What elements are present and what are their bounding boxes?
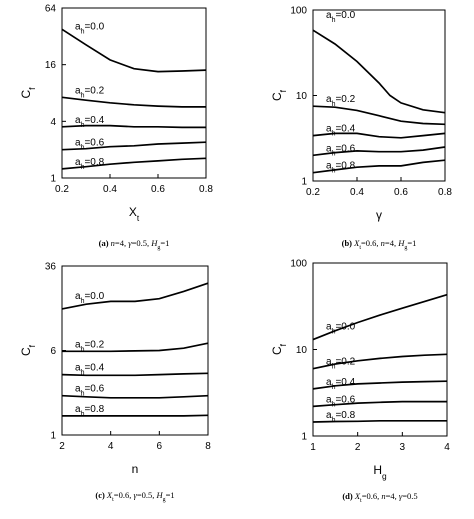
x-tick-label: 1 xyxy=(310,442,316,453)
x-tick-label: 0.4 xyxy=(103,184,117,195)
series-label-ah=0.4: ah=0.4 xyxy=(75,363,105,377)
y-tick-label: 1 xyxy=(301,432,307,443)
series-label-ah=0.4: ah=0.4 xyxy=(75,115,105,129)
panel-caption: (b) Xt=0.6, n=4, Hg=1 xyxy=(342,238,417,251)
x-tick-label: 0.8 xyxy=(438,187,452,198)
series-label-ah=0.0: ah=0.0 xyxy=(326,322,356,336)
series-line-ah=0.6 xyxy=(312,400,447,408)
y-tick-label: 10 xyxy=(296,345,308,356)
series-line-ah=0.8 xyxy=(312,159,446,174)
x-axis-title: Xt xyxy=(129,205,140,223)
series-line-ah=0.0 xyxy=(61,282,209,310)
series-line-ah=0.4 xyxy=(312,132,446,139)
series-label-ah=0.8: ah=0.8 xyxy=(326,410,356,424)
series-line-ah=0.2 xyxy=(312,105,446,126)
x-axis-title: Hg xyxy=(373,463,387,481)
series-line-ah=0.2 xyxy=(312,353,448,370)
y-tick-label: 64 xyxy=(45,4,57,15)
y-axis-title: Cf xyxy=(270,343,288,355)
panel-caption: (d) Xt=0.6, n=4, γ=0.5 xyxy=(342,491,417,504)
series-line-ah=0.4 xyxy=(61,372,209,377)
y-tick-label: 4 xyxy=(50,117,56,128)
y-tick-label: 1 xyxy=(50,174,56,185)
x-tick-label: 8 xyxy=(205,441,211,452)
x-tick-label: 0.2 xyxy=(306,187,320,198)
series-label-ah=0.6: ah=0.6 xyxy=(75,138,105,152)
x-tick-label: 0.4 xyxy=(350,187,364,198)
series-label-ah=0.0: ah=0.0 xyxy=(75,291,105,305)
series-line-ah=0.4 xyxy=(312,380,448,390)
series-line-ah=0.0 xyxy=(312,293,448,341)
y-axis-title: Cf xyxy=(19,344,37,356)
series-line-ah=0.6 xyxy=(312,146,446,157)
y-tick-label: 100 xyxy=(290,6,307,17)
series-label-ah=0.6: ah=0.6 xyxy=(326,394,356,408)
series-line-ah=0.8 xyxy=(61,157,207,170)
series-label-ah=0.8: ah=0.8 xyxy=(75,404,105,418)
panel-caption: (a) n=4, γ=0.5, Hg=1 xyxy=(99,238,170,251)
y-tick-label: 16 xyxy=(45,60,57,71)
series-label-ah=0.8: ah=0.8 xyxy=(75,157,105,171)
series-label-ah=0.2: ah=0.2 xyxy=(75,339,105,353)
y-tick-label: 10 xyxy=(296,91,308,102)
series-line-ah=0.6 xyxy=(61,394,209,399)
series-line-ah=0.2 xyxy=(62,342,209,353)
x-tick-label: 0.6 xyxy=(151,184,165,195)
plot-frame xyxy=(312,262,448,437)
x-tick-label: 4 xyxy=(444,442,450,453)
series-label-ah=0.2: ah=0.2 xyxy=(326,94,356,108)
y-tick-label: 6 xyxy=(50,346,56,357)
series-label-ah=0.2: ah=0.2 xyxy=(326,357,356,371)
x-axis-title: n xyxy=(132,462,139,476)
series-line-ah=0.8 xyxy=(312,419,447,423)
y-tick-label: 1 xyxy=(50,431,56,442)
x-tick-label: 3 xyxy=(400,442,406,453)
panel-caption: (c) Xt=0.6, γ=0.5, Hg=1 xyxy=(95,490,174,503)
series-label-ah=0.8: ah=0.8 xyxy=(326,161,356,175)
x-tick-label: 0.8 xyxy=(199,184,213,195)
chart-panel-c: 2 4 6 8 1 6 36 n Cf ah=0.0 ah=0.2 ah=0.4 ah=0.6 ah=0.… xyxy=(19,262,211,504)
x-tick-label: 2 xyxy=(59,441,65,452)
series-label-ah=0.6: ah=0.6 xyxy=(75,384,105,398)
y-tick-label: 1 xyxy=(301,177,307,188)
y-axis-title: Cf xyxy=(19,87,37,99)
x-tick-label: 4 xyxy=(108,441,114,452)
chart-panel-a: 0.2 0.4 0.6 0.8 1 4 16 64 Xt Cf ah=0.0 ah=0.2 ah=0.4… xyxy=(19,4,213,252)
chart-panel-d: 1 2 3 4 1 10 100 Hg Cf ah=0.0 ah=0.2 ah=0.4 ah=0.6 ah… xyxy=(270,259,450,505)
x-tick-label: 0.2 xyxy=(55,184,69,195)
series-label-ah=0.0: ah=0.0 xyxy=(75,21,105,35)
y-tick-label: 36 xyxy=(45,262,57,273)
series-line-ah=0.0 xyxy=(61,28,207,73)
series-line-ah=0.0 xyxy=(312,29,446,114)
chart-panel-b: 0.2 0.4 0.6 0.8 1 10 100 γ Cf ah=0.0 ah=0.2 ah=0.4 a… xyxy=(270,6,452,252)
y-axis-title: Cf xyxy=(270,89,288,101)
series-label-ah=0.4: ah=0.4 xyxy=(326,377,356,391)
series-label-ah=0.0: ah=0.0 xyxy=(326,10,356,24)
x-axis-title: γ xyxy=(376,208,382,222)
series-label-ah=0.6: ah=0.6 xyxy=(326,143,356,157)
y-tick-label: 100 xyxy=(290,259,307,270)
x-tick-label: 6 xyxy=(157,441,163,452)
x-tick-label: 0.6 xyxy=(394,187,408,198)
series-line-ah=0.4 xyxy=(61,124,206,129)
x-tick-label: 2 xyxy=(355,442,361,453)
series-line-ah=0.6 xyxy=(61,141,207,151)
series-label-ah=0.2: ah=0.2 xyxy=(75,85,105,99)
series-line-ah=0.2 xyxy=(61,96,206,108)
plot-frame xyxy=(61,7,207,179)
series-label-ah=0.4: ah=0.4 xyxy=(326,124,356,138)
series-line-ah=0.8 xyxy=(62,414,209,417)
